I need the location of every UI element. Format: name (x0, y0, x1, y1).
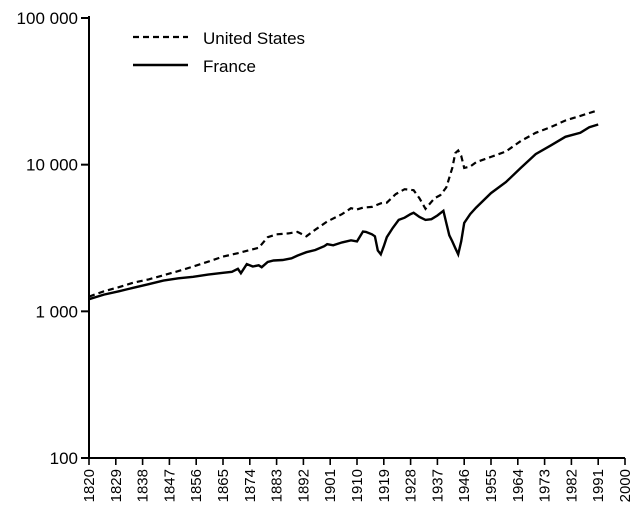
x-tick-label: 1874 (242, 469, 259, 502)
x-tick-label: 1883 (269, 469, 286, 502)
y-axis-ticks: 100 1 000 10 000 100 000 (17, 9, 89, 468)
x-tick-label: 1910 (349, 469, 366, 502)
x-tick-label: 1991 (590, 469, 607, 502)
x-tick-label: 1946 (456, 469, 473, 502)
series-line-united-states (88, 109, 599, 298)
y-tick-label: 100 000 (17, 9, 78, 28)
x-tick-label: 1982 (563, 469, 580, 502)
legend-label-france: France (203, 57, 256, 76)
y-tick-label: 1 000 (35, 302, 78, 321)
x-tick-label: 1847 (161, 469, 178, 502)
x-tick-label: 1829 (108, 469, 125, 502)
x-tick-label: 1892 (295, 469, 312, 502)
x-tick-label: 1901 (322, 469, 339, 502)
x-tick-label: 1856 (188, 469, 205, 502)
x-tick-label: 1820 (81, 469, 98, 502)
x-tick-label: 1838 (135, 469, 152, 502)
x-tick-label: 1919 (376, 469, 393, 502)
x-tick-label: 1937 (429, 469, 446, 502)
x-tick-label: 1928 (403, 469, 420, 502)
x-axis-ticks: 1820 1829 1838 1847 1856 1865 1874 1883 1892 1901… (81, 458, 634, 502)
y-tick-label: 100 (50, 449, 78, 468)
x-tick-label: 1955 (483, 469, 500, 502)
legend: United States France (133, 29, 305, 76)
y-tick-label: 10 000 (26, 156, 78, 175)
x-tick-label: 1973 (537, 469, 554, 502)
x-tick-label: 1865 (215, 469, 232, 502)
x-tick-label: 1964 (510, 469, 527, 502)
x-tick-label: 2000 (617, 469, 634, 502)
legend-label-united-states: United States (203, 29, 305, 48)
series-line-france (88, 123, 599, 301)
